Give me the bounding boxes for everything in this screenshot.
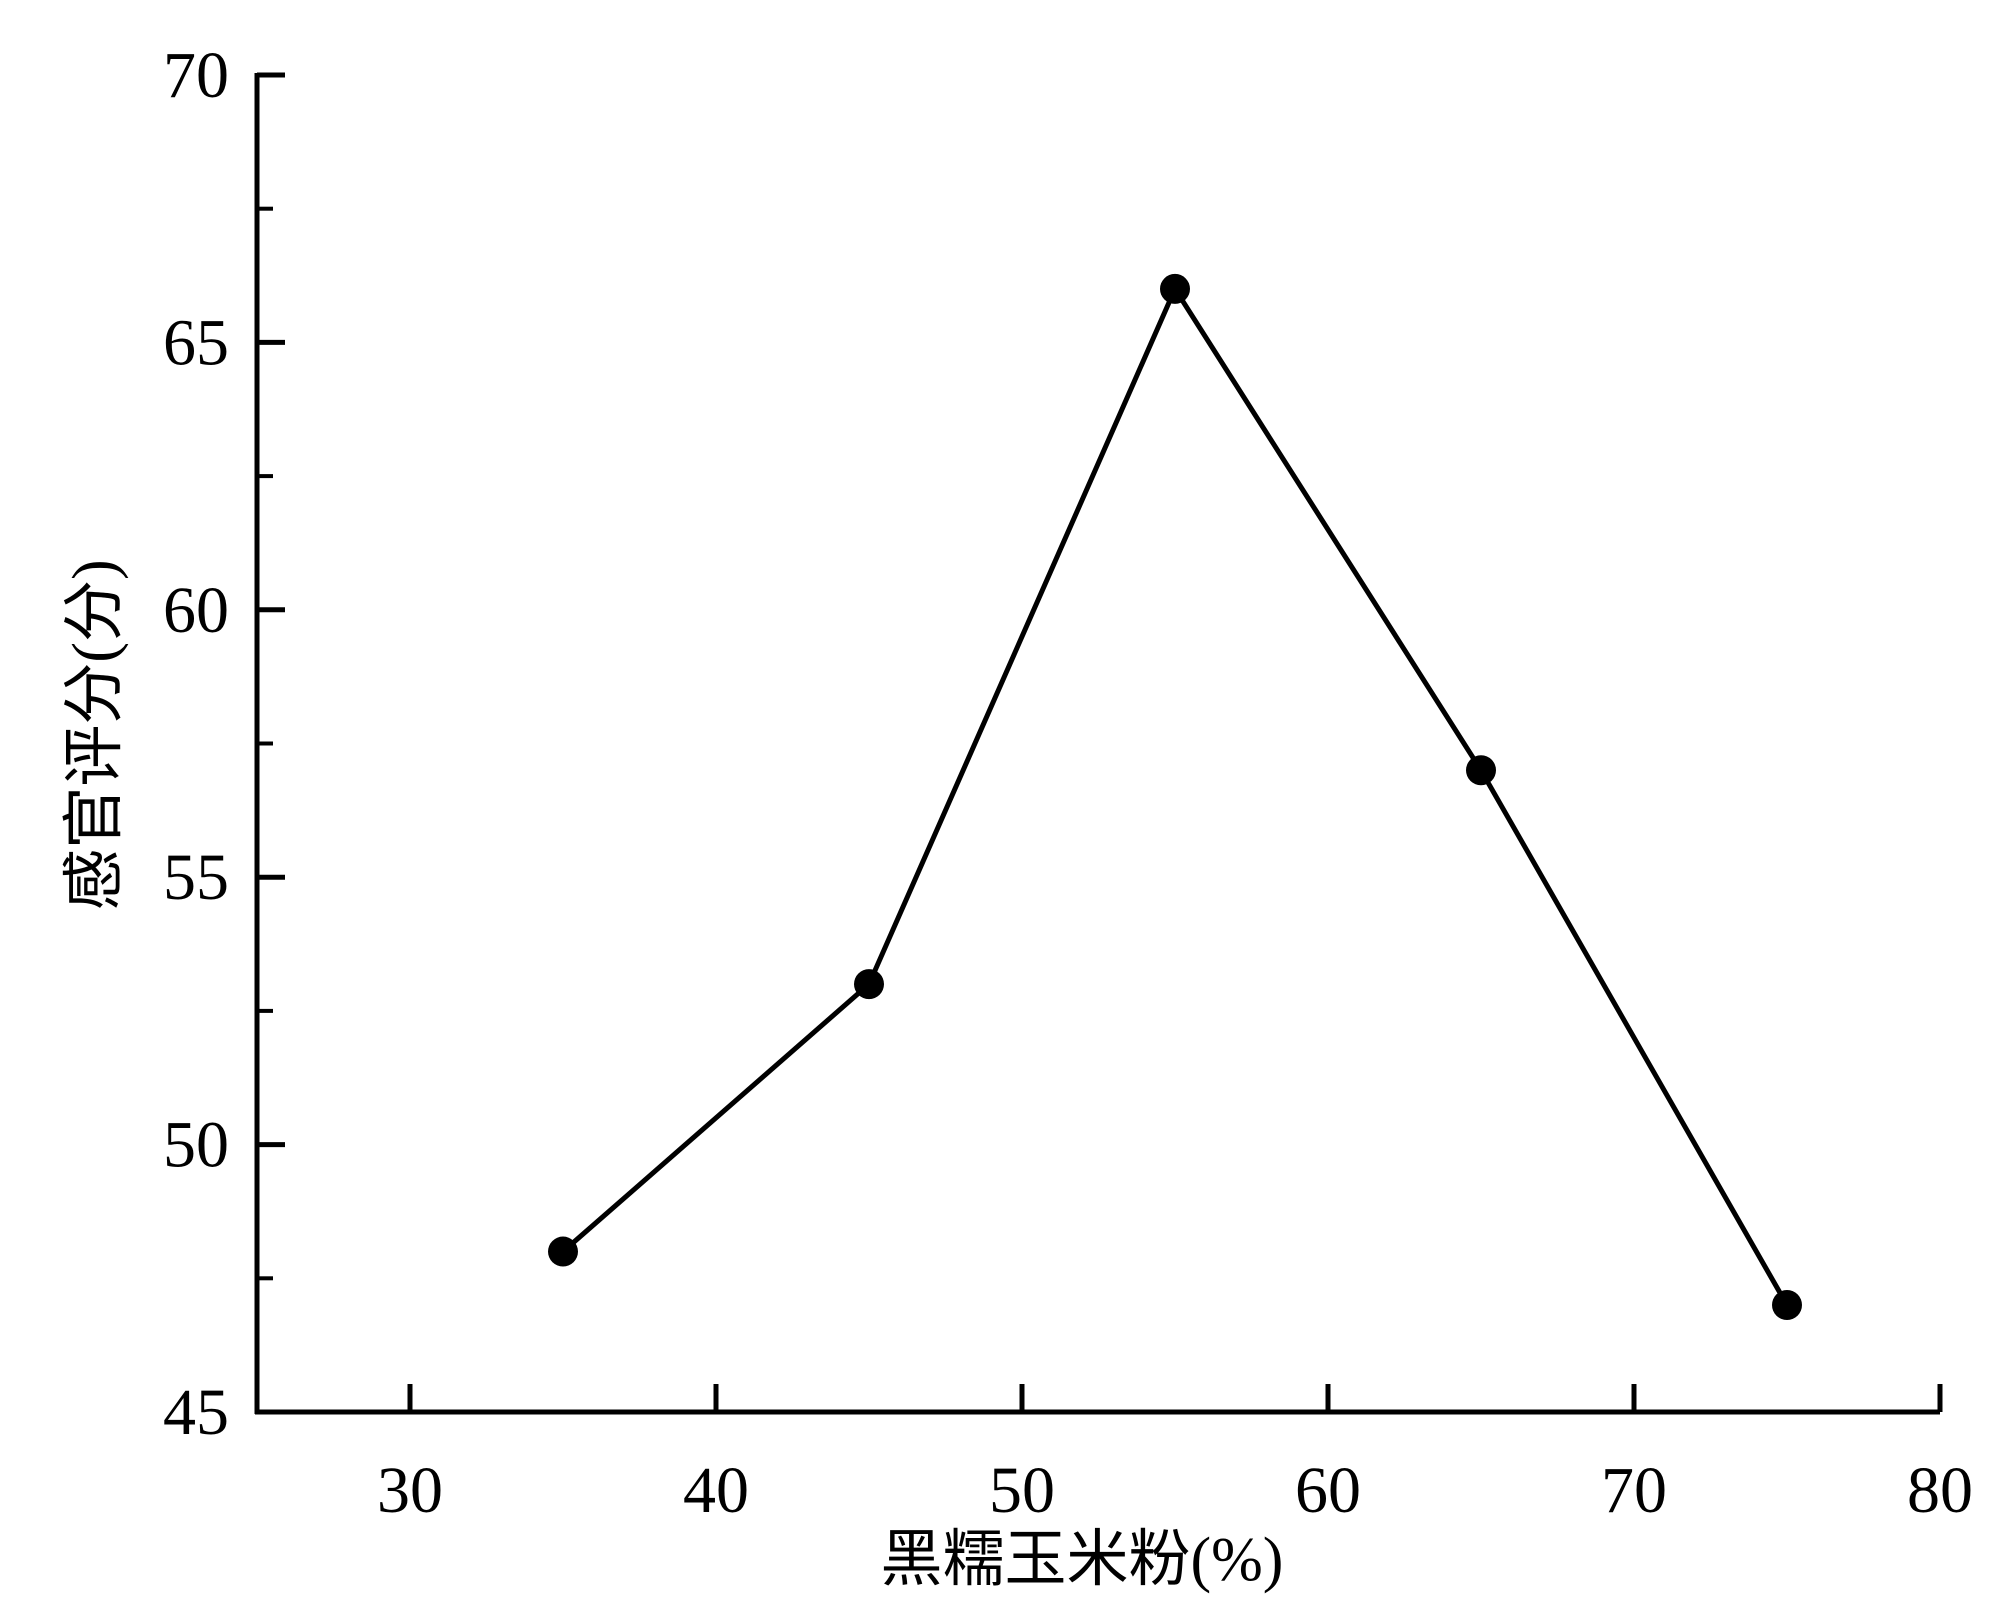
x-tick-label: 70 xyxy=(1601,1454,1667,1527)
y-axis-label: 感官评分(分) xyxy=(61,559,129,910)
ticks: 45 50 55 60 65 70 30 40 50 60 70 80 xyxy=(163,39,1973,1527)
data-point xyxy=(1772,1290,1802,1321)
axes xyxy=(254,73,1940,1415)
data-point xyxy=(1466,755,1496,786)
y-tick-label: 60 xyxy=(163,574,229,647)
y-tick-label: 70 xyxy=(163,39,229,112)
y-tick-label: 55 xyxy=(163,841,229,914)
data-point xyxy=(1160,273,1190,304)
x-tick-label: 60 xyxy=(1295,1454,1361,1527)
x-tick-label: 50 xyxy=(989,1454,1055,1527)
y-tick-label: 50 xyxy=(163,1109,229,1182)
series xyxy=(548,273,1802,1321)
x-tick-label: 80 xyxy=(1907,1454,1973,1527)
x-axis-label: 黑糯玉米粉(%) xyxy=(881,1526,1284,1594)
y-tick-label: 45 xyxy=(163,1376,229,1449)
x-tick-label: 40 xyxy=(683,1454,749,1527)
y-tick-label: 65 xyxy=(163,306,229,379)
x-tick-label: 30 xyxy=(377,1454,443,1527)
data-point xyxy=(854,969,884,1000)
series-line xyxy=(561,283,1790,1307)
data-point xyxy=(548,1236,578,1267)
